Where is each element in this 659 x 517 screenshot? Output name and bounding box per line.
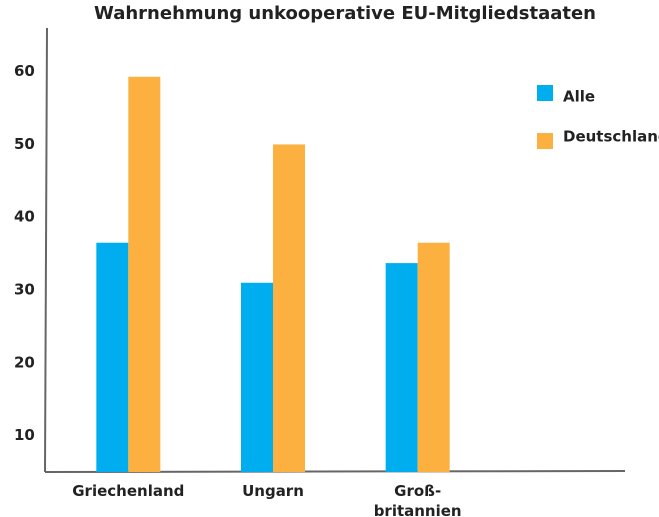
chart-title: Wahrnehmung unkooperative EU-Mitgliedsta… [94, 3, 596, 24]
y-tick-label: 20 [14, 353, 35, 371]
legend-swatch [537, 85, 553, 101]
x-tick-label: Ungarn [242, 482, 304, 500]
bar [385, 263, 418, 472]
x-tick-label: Groß- britannien [373, 482, 462, 517]
y-axis [44, 27, 48, 473]
bar [273, 144, 305, 472]
y-tick-label: 50 [14, 135, 35, 153]
legend-swatch [537, 133, 553, 149]
legend-label: Alle [563, 88, 595, 106]
y-tick-label: 40 [14, 208, 35, 226]
bar [96, 242, 129, 472]
y-tick-label: 30 [14, 281, 35, 299]
y-tick-label: 10 [14, 426, 35, 444]
y-tick-label: 60 [14, 62, 35, 80]
bar [241, 282, 273, 472]
legend-label: Deutschland [563, 128, 659, 146]
x-tick-label: Griechenland [72, 482, 185, 500]
bar [128, 76, 161, 472]
bar [417, 242, 450, 472]
